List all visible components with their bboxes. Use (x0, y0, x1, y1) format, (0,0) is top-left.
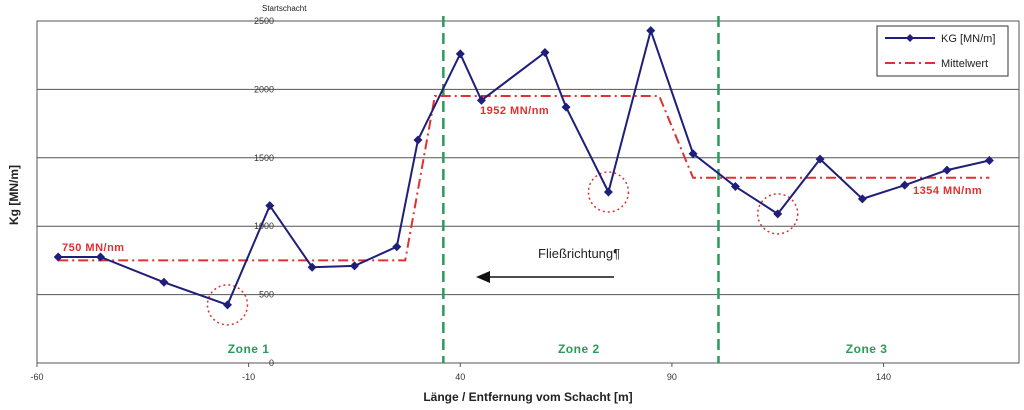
kg-data-point (413, 135, 423, 145)
x-tick-label: 140 (876, 372, 891, 382)
highlight-circle (587, 171, 630, 213)
legend-kg-label: KG [MN/m] (941, 33, 995, 45)
legend-mean-label: Mittelwert (941, 58, 988, 70)
y-tick-label: 0 (269, 358, 274, 368)
x-tick-label: -60 (30, 372, 43, 382)
kg-data-point (730, 182, 740, 192)
y-tick-label: 2000 (254, 84, 274, 94)
highlight-circle (756, 193, 799, 235)
plot-area (36, 20, 1020, 364)
y-tick-labels: 0 500 1000 1500 2000 2500 (254, 16, 274, 368)
kg-data-point (476, 95, 486, 105)
zone-2-label: Zone 2 (558, 342, 600, 356)
kg-data-point (900, 180, 910, 190)
legend-kg-marker (906, 34, 914, 42)
series-mittelwert (58, 94, 990, 262)
y-tick-label: 500 (259, 290, 274, 300)
kg-data-point (561, 102, 571, 112)
kg-data-point (773, 209, 783, 219)
y-tick-label: 2500 (254, 16, 274, 26)
kg-data-point (53, 252, 63, 262)
y-tick-label: 1500 (254, 153, 274, 163)
highlight-circles (206, 171, 799, 326)
annotation-zone3-mean: 1354 MN/nm (913, 185, 982, 197)
x-tick-label: 90 (667, 372, 677, 382)
kg-data-point (307, 262, 317, 272)
kg-data-point (455, 49, 465, 59)
zone-dividers (442, 16, 720, 363)
kg-data-point (95, 252, 105, 262)
x-axis-title: Länge / Entfernung vom Schacht [m] (423, 390, 632, 404)
x-tick-labels: -60 -10 40 90 140 (30, 372, 891, 382)
kg-data-point (392, 242, 402, 252)
kg-data-point (857, 194, 867, 204)
kg-data-point (349, 261, 359, 271)
kg-data-point (540, 47, 550, 57)
flow-direction-arrow (476, 271, 614, 283)
kg-data-point (222, 300, 232, 310)
kg-data-point (984, 156, 994, 166)
annotation-zone2-mean: 1952 MN/nm (480, 105, 549, 117)
flow-direction-label: Fließrichtung¶ (538, 246, 620, 261)
startschacht-label: Startschacht (262, 4, 307, 13)
legend-box (876, 25, 1009, 77)
x-tick-label: -10 (242, 372, 255, 382)
annotation-zone1-mean: 750 MN/nm (62, 242, 125, 254)
series-kg (53, 26, 994, 310)
kg-data-point (815, 154, 825, 164)
mittelwert-line (58, 94, 990, 262)
kg-data-point (265, 201, 275, 211)
highlight-circle (206, 284, 249, 326)
legend: KG [MN/m] Mittelwert (876, 25, 1009, 77)
kg-data-point (942, 165, 952, 175)
zone-1-label: Zone 1 (228, 342, 270, 356)
kg-data-point (646, 26, 656, 36)
kg-data-point (159, 277, 169, 287)
kg-data-point (688, 149, 698, 159)
zone-3-label: Zone 3 (846, 342, 888, 356)
y-axis-title: Kg [MN/m] (7, 165, 21, 225)
y-tick-label: 1000 (254, 221, 274, 231)
x-tick-label: 40 (455, 372, 465, 382)
kg-data-point (603, 187, 613, 197)
grid-lines (36, 88, 1019, 367)
